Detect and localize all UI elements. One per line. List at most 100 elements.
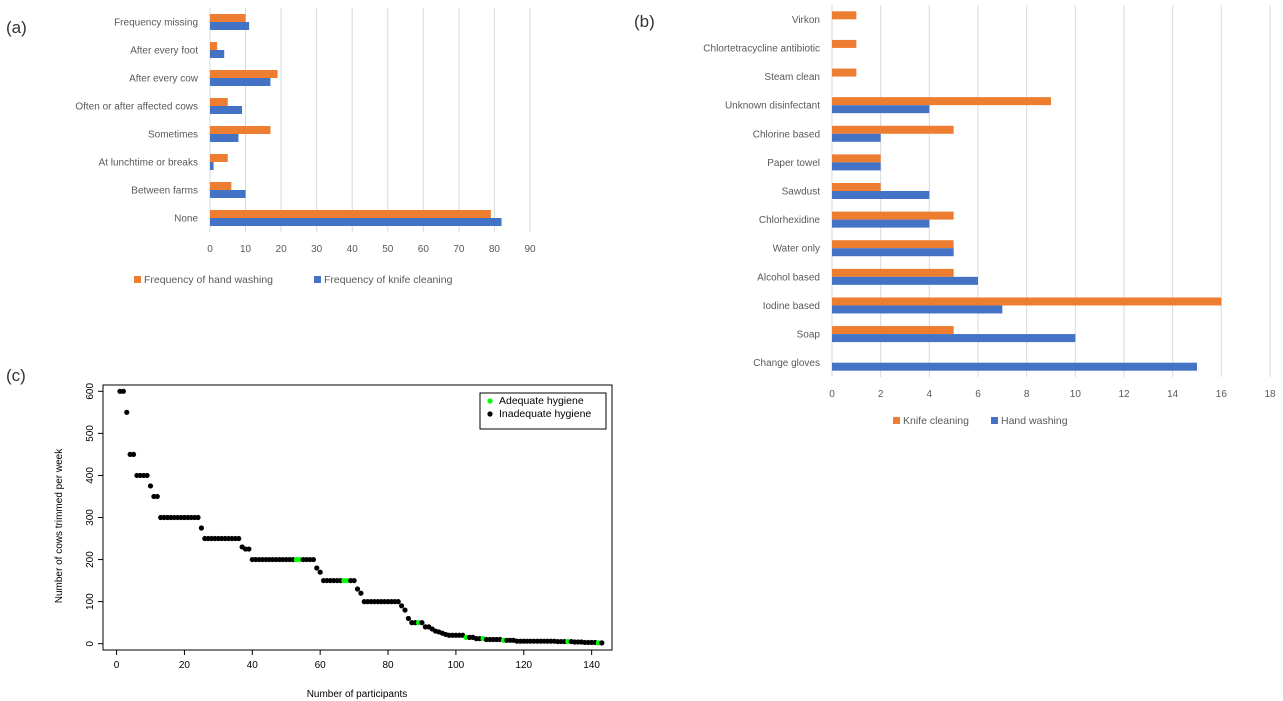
- panel-c-point-inadequate: [599, 640, 605, 646]
- panel-a-x-tick-label: 90: [524, 244, 536, 255]
- panel-b-legend: Knife cleaning Hand washing: [893, 415, 1068, 427]
- panel-b-bars: [832, 11, 1222, 371]
- panel-c-x-tick-label: 40: [247, 660, 259, 671]
- panel-c-y-tick-label: 400: [85, 467, 96, 484]
- panel-b-legend-label: Knife cleaning: [903, 415, 969, 427]
- panel-b-category-label: Steam clean: [764, 72, 820, 83]
- panel-a-bar-orange: [210, 126, 271, 134]
- panel-b-category-label: Unknown disinfectant: [725, 101, 820, 112]
- panel-b-category-label: Alcohol based: [757, 272, 820, 283]
- panel-c-legend-marker: [487, 411, 493, 417]
- panel-a-bar-orange: [210, 42, 218, 50]
- panel-a-category-label: After every cow: [129, 74, 199, 85]
- panel-b-bar-orange: [832, 97, 1051, 106]
- panel-a-category-label: Sometimes: [148, 130, 198, 141]
- panel-b-category-label: Chlorhexidine: [759, 215, 821, 226]
- panel-a-legend-swatch: [314, 276, 321, 283]
- panel-c-y-tick-label: 100: [85, 593, 96, 610]
- panel-b-x-tick-label: 0: [829, 389, 835, 400]
- panel-a-category-label: Frequency missing: [114, 18, 198, 29]
- panel-b-x-tick-label: 6: [975, 389, 981, 400]
- panel-c-point-inadequate: [354, 586, 361, 592]
- panel-b-category-label: Water only: [773, 244, 820, 255]
- panel-b-category-label: Paper towel: [767, 158, 820, 169]
- panel-b-category-label: Change gloves: [753, 358, 820, 369]
- panel-a-bar-orange: [210, 210, 491, 218]
- panel-c-point-inadequate: [317, 569, 323, 575]
- panel-b-bar-orange: [832, 183, 881, 191]
- panel-c-point-inadequate: [246, 546, 252, 552]
- panel-c-legend-label: Inadequate hygiene: [499, 408, 591, 420]
- panel-a-bar-orange: [210, 14, 246, 22]
- panel-b-legend-swatch: [991, 417, 998, 424]
- panel-a-category-label: None: [174, 214, 198, 225]
- panel-b-legend-label: Hand washing: [1001, 415, 1068, 427]
- panel-c-y-tick-label: 600: [85, 383, 96, 400]
- panel-a-bar-orange: [210, 70, 278, 78]
- panel-c-x-axis-label: Number of participants: [307, 689, 408, 700]
- panel-b-bar-blue: [832, 305, 1003, 314]
- panel-b: (b) Virkon Chlortetracycline antibiotic St…: [634, 5, 1276, 427]
- panel-a-x-tick-label: 40: [347, 244, 359, 255]
- panel-a-category-label: After every foot: [130, 46, 198, 57]
- panel-a-bar-blue: [210, 162, 214, 170]
- panel-c-y-axis-label: Number of cows trimmed per week: [54, 448, 65, 603]
- panel-a-category-label: At lunchtime or breaks: [99, 158, 199, 169]
- panel-b-bar-orange: [832, 268, 954, 277]
- panel-b-category-label: Iodine based: [763, 301, 820, 312]
- panel-b-bar-blue: [832, 219, 930, 228]
- panel-c-point-inadequate: [419, 620, 425, 626]
- panel-c-x-tick-label: 60: [315, 660, 327, 671]
- panel-b-label: (b): [634, 12, 655, 31]
- panel-c-y-tick-label: 200: [85, 551, 96, 568]
- panel-b-bar-blue: [832, 334, 1076, 343]
- panel-c-point-inadequate: [130, 451, 137, 458]
- panel-b-bar-orange: [832, 297, 1222, 306]
- panel-a-x-tick-label: 20: [276, 244, 288, 255]
- panel-c: (c) 0 20 40 60 80 100 120 140 0 100 200 300 400 500 6…: [6, 366, 613, 700]
- panel-c-point-inadequate: [402, 607, 408, 613]
- panel-c-point-inadequate: [147, 483, 154, 489]
- panel-b-bar-blue: [832, 191, 930, 199]
- panel-a-x-tick-label: 80: [489, 244, 501, 255]
- panel-c-y-tick-label: 500: [85, 425, 96, 442]
- panel-b-category-label: Chlortetracycline antibiotic: [703, 43, 820, 54]
- panel-a-bars: [210, 14, 502, 226]
- panel-b-x-tick-label: 10: [1070, 389, 1082, 400]
- panel-a: (a) Frequency missing After every foot Aft…: [6, 8, 536, 286]
- panel-b-bar-blue: [832, 276, 978, 285]
- panel-c-x-tick-label: 100: [448, 660, 465, 671]
- panel-b-x-tick-label: 14: [1167, 389, 1179, 400]
- panel-b-bar-orange: [832, 68, 857, 77]
- panel-c-point-inadequate: [399, 603, 405, 609]
- panel-a-legend-label: Frequency of hand washing: [144, 274, 273, 286]
- panel-c-point-inadequate: [154, 493, 160, 500]
- panel-b-bar-orange: [832, 125, 954, 134]
- panel-a-x-tick-label: 10: [240, 244, 252, 255]
- panel-c-x-tick-label: 140: [583, 660, 600, 671]
- panel-a-x-tick-label: 70: [453, 244, 465, 255]
- panel-c-point-inadequate: [120, 388, 126, 394]
- panel-c-point-inadequate: [310, 556, 316, 563]
- panel-c-x-axis: 0 20 40 60 80 100 120 140: [114, 650, 600, 671]
- panel-b-x-tick-label: 18: [1264, 389, 1276, 400]
- panel-b-x-tick-labels: 0 2 4 6 8 10 12 14 16 18: [829, 389, 1276, 400]
- panel-c-point-inadequate: [358, 590, 364, 596]
- panel-a-category-labels: Frequency missing After every foot After e…: [75, 18, 198, 225]
- panel-b-bar-orange: [832, 39, 857, 48]
- panel-a-bar-blue: [210, 22, 250, 30]
- panel-c-point-inadequate: [395, 599, 401, 605]
- panel-a-bar-orange: [210, 182, 232, 190]
- panel-a-bar-blue: [210, 78, 271, 86]
- panel-c-y-axis: 0 100 200 300 400 500 600: [85, 383, 103, 646]
- panel-a-category-label: Often or after affected cows: [75, 102, 198, 113]
- panel-a-bar-blue: [210, 106, 242, 114]
- panel-b-legend-swatch: [893, 417, 900, 424]
- panel-a-legend-label: Frequency of knife cleaning: [324, 274, 453, 286]
- panel-b-bar-orange: [832, 154, 881, 163]
- panel-b-bar-blue: [832, 162, 881, 171]
- panel-a-bar-blue: [210, 190, 246, 198]
- panel-b-x-tick-label: 12: [1118, 389, 1130, 400]
- panel-c-point-inadequate: [314, 565, 320, 571]
